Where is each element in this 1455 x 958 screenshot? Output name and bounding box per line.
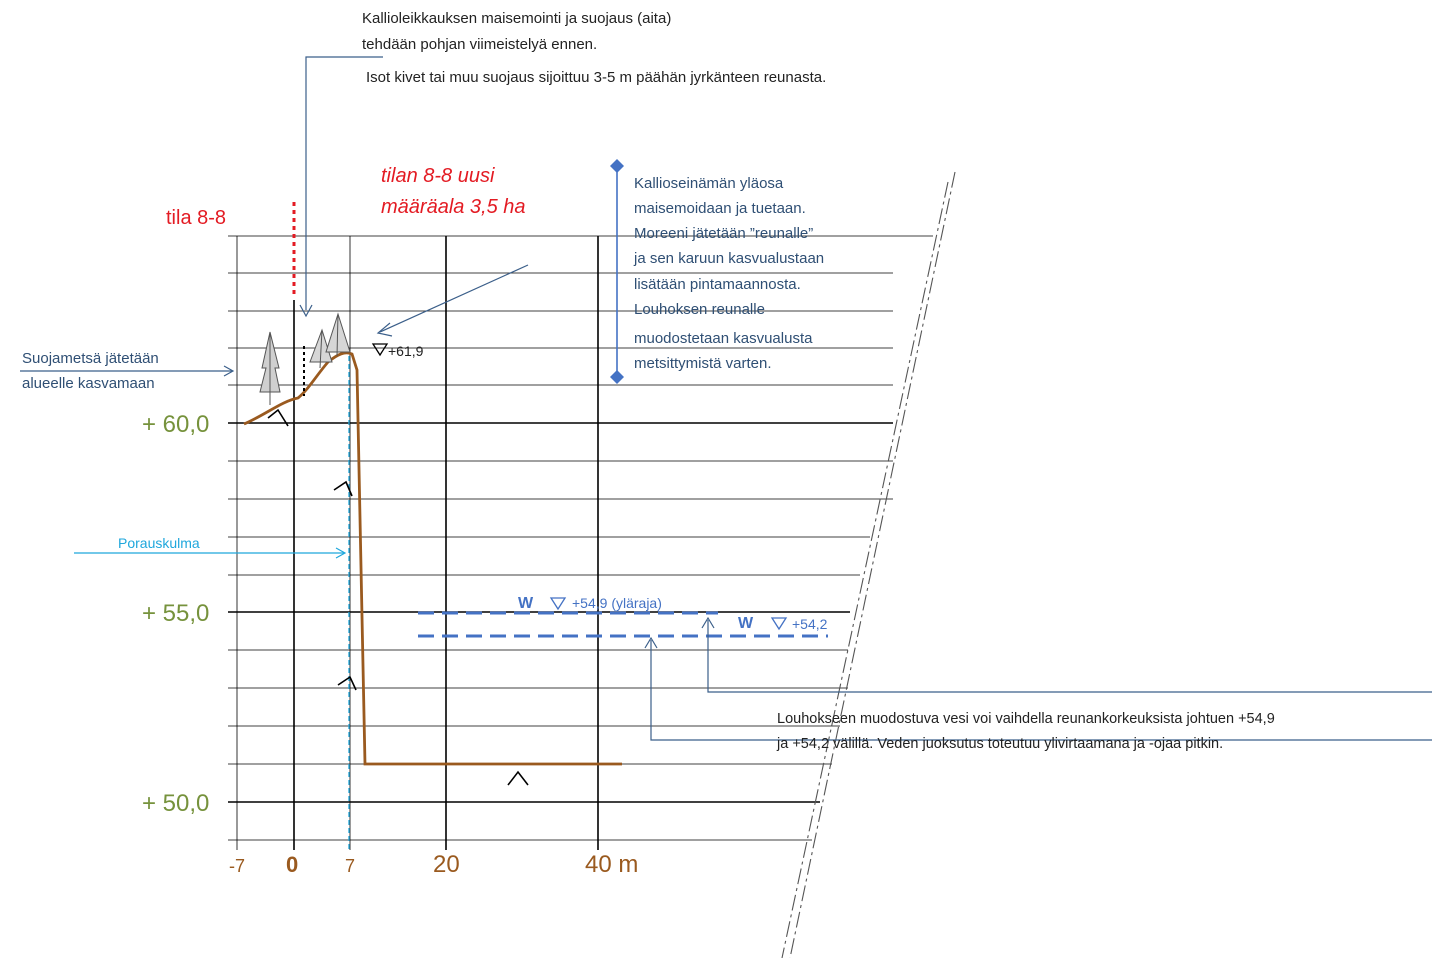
- x-tick-0: 0: [286, 852, 298, 877]
- wall-note-line: maisemoidaan ja tuetaan.: [634, 200, 806, 217]
- elevation-label-50: + 50,0: [142, 790, 209, 817]
- wall-note-line: muodostetaan kasvualusta: [634, 330, 813, 347]
- drilling-angle-arrow: [74, 547, 347, 559]
- x-tick-20: 20: [433, 851, 460, 878]
- x-tick-40: 40 m: [585, 851, 638, 878]
- profile-hatch-marks: [267, 408, 529, 786]
- water-note-line-2: ja +54,2 välillä. Veden juoksutus toteut…: [776, 736, 1223, 752]
- wall-note-line: ja sen karuun kasvualustaan: [633, 250, 824, 267]
- forest-note-line-1: Suojametsä jätetään: [22, 350, 159, 367]
- elevation-label-60: + 60,0: [142, 411, 209, 438]
- top-level-label: +61,9: [388, 343, 424, 359]
- top-note-line-3: Isot kivet tai muu suojaus sijoittuu 3-5…: [366, 69, 826, 86]
- wall-note-line: metsittymistä varten.: [634, 355, 772, 372]
- water-marker-icon: [549, 597, 788, 631]
- dash-dot-boundary-2: [781, 181, 949, 958]
- dash-dot-boundary: [789, 171, 956, 958]
- annotation-connectors: [20, 56, 1432, 741]
- x-tick-7: 7: [345, 856, 355, 876]
- water-upper-label: +54,9 (yläraja): [572, 595, 662, 611]
- new-area-line-2: määräala 3,5 ha: [381, 196, 526, 218]
- forest-note-line-2: alueelle kasvamaan: [22, 375, 155, 392]
- tree-icon: [309, 312, 351, 369]
- wall-note: Kallioseinämän yläosa maisemoidaan ja tu…: [633, 175, 824, 372]
- water-upper-w: W: [518, 595, 534, 612]
- wall-note-line: Louhoksen reunalle: [634, 301, 765, 318]
- top-note-line-2: tehdään pohjan viimeistelyä ennen.: [362, 36, 597, 53]
- tree-icon: [259, 331, 281, 405]
- elevation-label-55: + 55,0: [142, 600, 209, 627]
- new-area-line-1: tilan 8-8 uusi: [381, 165, 495, 187]
- drilling-angle-label: Porauskulma: [118, 535, 200, 551]
- wall-note-line: lisätään pintamaannosta.: [634, 276, 801, 293]
- wall-note-bracket: [610, 159, 624, 384]
- grid-vertical: [236, 236, 599, 850]
- water-lower-w: W: [738, 615, 754, 632]
- level-marker-icon: [371, 343, 389, 357]
- top-note-line-1: Kallioleikkauksen maisemointi ja suojaus…: [362, 10, 671, 27]
- x-tick-neg7: -7: [229, 856, 245, 876]
- water-lower-label: +54,2: [792, 616, 828, 632]
- excavation-profile: [243, 351, 622, 766]
- parcel-label: tila 8-8: [166, 207, 226, 229]
- water-note-line-1: Louhokseen muodostuva vesi voi vaihdella…: [777, 711, 1275, 727]
- wall-note-line: Kallioseinämän yläosa: [634, 175, 784, 192]
- wall-note-line: Moreeni jätetään ”reunalle”: [634, 225, 813, 242]
